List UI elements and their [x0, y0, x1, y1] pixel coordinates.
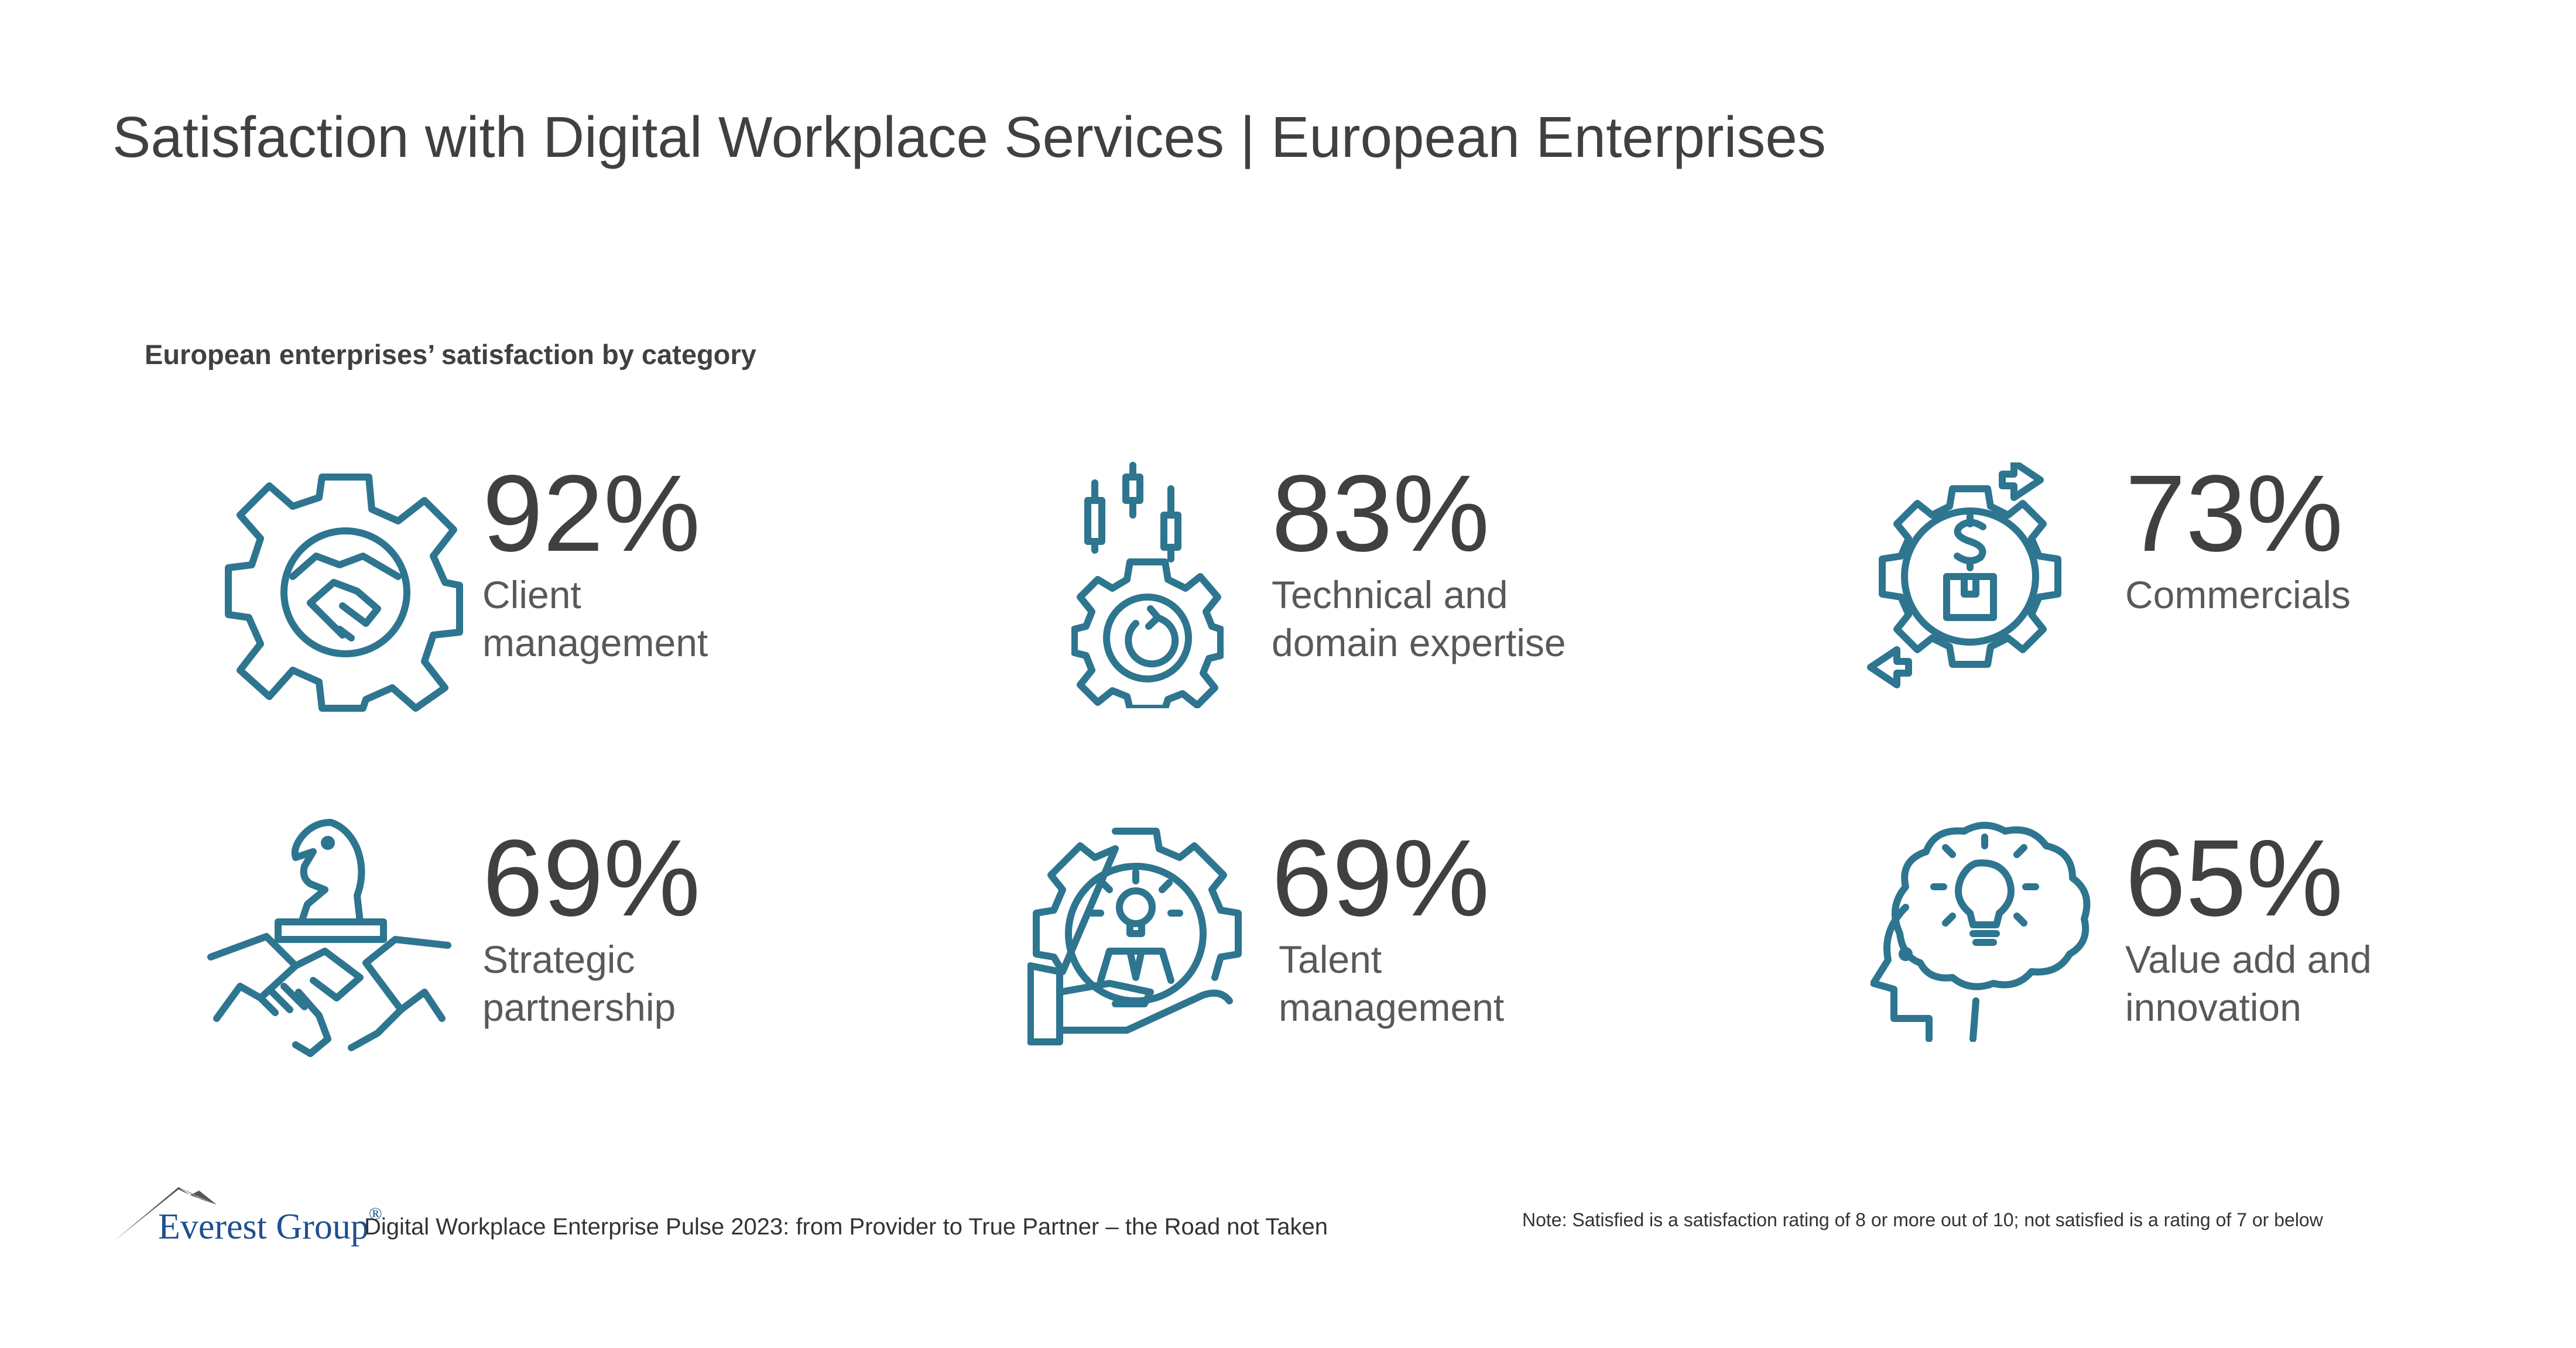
- stat-value: 65%: [2125, 818, 2344, 939]
- stat-commercials: 73% Commercials: [2125, 459, 2351, 619]
- stat-label: Strategic partnership: [482, 935, 700, 1031]
- stat-label-line: Value add and: [2125, 938, 2372, 981]
- stat-label: Value add and innovation: [2125, 935, 2372, 1031]
- head-lightbulb-icon: [1871, 822, 2091, 1042]
- source-citation: Digital Workplace Enterprise Pulse 2023:…: [364, 1214, 1328, 1240]
- stat-value: 69%: [482, 818, 701, 939]
- stat-technical-domain-expertise: 83% Technical and domain expertise: [1272, 459, 1566, 667]
- page-title: Satisfaction with Digital Workplace Serv…: [112, 105, 1826, 169]
- stat-label-line: management: [482, 621, 708, 664]
- stat-label-line: innovation: [2125, 986, 2301, 1029]
- stat-value: 92%: [482, 453, 701, 574]
- stat-talent-management: 69% Talent management: [1272, 824, 1504, 1031]
- stat-label: Technical and domain expertise: [1272, 571, 1566, 667]
- stat-label-line: Strategic: [482, 938, 635, 981]
- logo-text: Everest Group: [158, 1207, 369, 1247]
- stat-value-add-innovation: 65% Value add and innovation: [2125, 824, 2372, 1031]
- stat-label-line: Technical and: [1272, 573, 1508, 616]
- stat-label-line: management: [1279, 986, 1505, 1029]
- stat-label: Commercials: [2125, 571, 2351, 619]
- footnote: Note: Satisfied is a satisfaction rating…: [1522, 1209, 2323, 1230]
- stat-strategic-partnership: 69% Strategic partnership: [482, 824, 700, 1031]
- stat-label-line: domain expertise: [1272, 621, 1566, 664]
- stat-value: 73%: [2125, 453, 2344, 574]
- section-subtitle: European enterprises’ satisfaction by ca…: [145, 339, 756, 370]
- everest-group-logo-icon: [114, 1187, 217, 1241]
- stat-label-line: Commercials: [2125, 573, 2351, 616]
- stat-value: 83%: [1272, 453, 1490, 574]
- chess-knight-handshake-icon: [207, 819, 451, 1057]
- everest-group-wordmark: Everest Group®: [158, 1204, 382, 1248]
- registered-mark: ®: [368, 1204, 382, 1223]
- stat-label-line: Client: [482, 573, 581, 616]
- stat-label-line: Talent: [1279, 938, 1382, 981]
- gear-candlestick-icon: [1071, 462, 1224, 708]
- stat-value: 69%: [1272, 818, 1490, 939]
- stat-label-line: partnership: [482, 986, 676, 1029]
- stat-label: Talent management: [1272, 935, 1504, 1031]
- gear-hand-person-icon: [1027, 828, 1242, 1045]
- stat-label: Client management: [482, 571, 708, 667]
- gear-handshake-icon: [225, 474, 463, 712]
- gear-dollar-box-icon: [1867, 462, 2061, 688]
- stat-client-management: 92% Client management: [482, 459, 708, 667]
